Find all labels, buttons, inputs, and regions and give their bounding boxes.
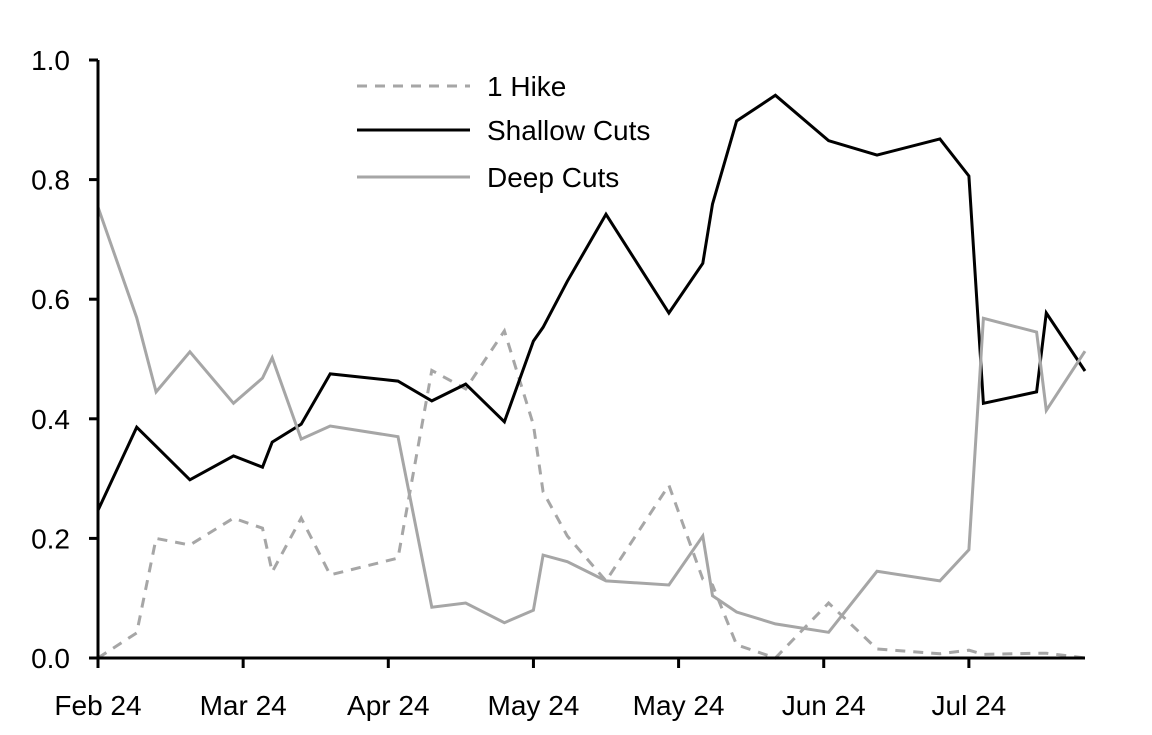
series-line-1-hike xyxy=(97,327,1086,660)
x-tick-label: Feb 24 xyxy=(54,690,141,721)
y-tick-label: 0.6 xyxy=(31,284,70,315)
legend-label: Shallow Cuts xyxy=(487,115,650,146)
legend: 1 Hike Shallow Cuts Deep Cuts xyxy=(357,71,650,193)
x-tick-label: Jun 24 xyxy=(782,690,866,721)
series-line-shallow-cuts xyxy=(96,93,1087,511)
y-tick-label: 0.0 xyxy=(31,643,70,674)
series-line-deep-cuts xyxy=(96,206,1087,634)
axes: 0.0 0.2 0.4 0.6 0.8 1.0 Feb 24 Mar 24 Apr 24 May … xyxy=(31,45,1085,721)
x-tick-label: Mar 24 xyxy=(200,690,287,721)
x-tick-label: May 24 xyxy=(633,690,725,721)
y-tick-label: 0.8 xyxy=(31,165,70,196)
legend-label: 1 Hike xyxy=(487,71,566,102)
x-tick-label: Jul 24 xyxy=(932,690,1007,721)
y-tick-label: 0.2 xyxy=(31,523,70,554)
series-layer xyxy=(96,93,1087,660)
x-tick-label: Apr 24 xyxy=(347,690,430,721)
y-tick-label: 1.0 xyxy=(31,45,70,76)
legend-label: Deep Cuts xyxy=(487,162,619,193)
x-tick-label: May 24 xyxy=(488,690,580,721)
y-tick-label: 0.4 xyxy=(31,404,70,435)
